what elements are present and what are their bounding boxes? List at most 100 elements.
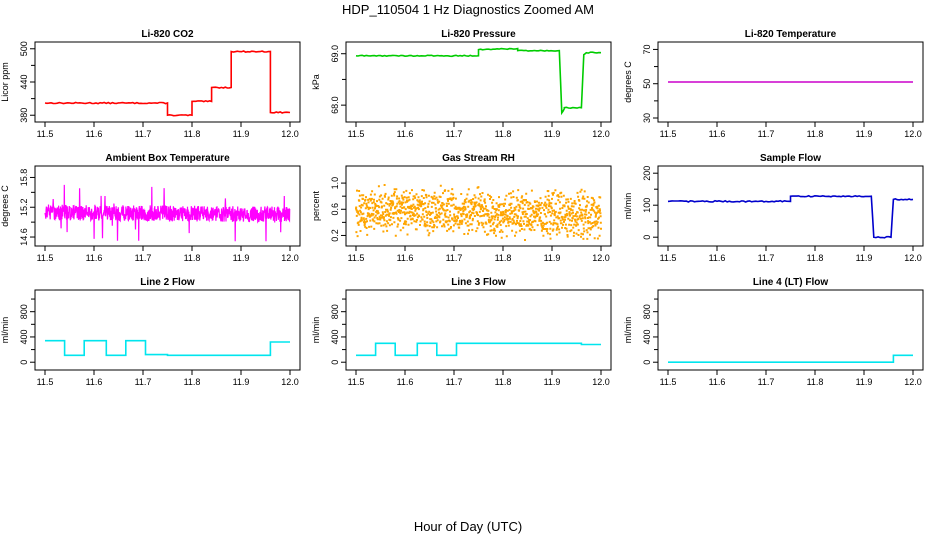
panel-3: Li-820 Temperature degrees C 11.5 11.6 11.7 1… (623, 29, 924, 139)
y-tick-label: 440 (19, 74, 29, 89)
x-tick-label: 11.8 (495, 253, 512, 263)
panel-title: Line 4 (LT) Flow (753, 277, 829, 288)
x-tick-label: 11.7 (446, 253, 463, 263)
y-tick-label: 800 (642, 304, 652, 319)
y-tick-label: 400 (642, 329, 652, 344)
panel-title: Line 2 Flow (140, 277, 195, 288)
panel-title: Line 3 Flow (451, 277, 506, 288)
y-tick-label: 380 (19, 108, 29, 123)
x-tick-label: 11.6 (709, 377, 726, 387)
x-tick-label: 11.5 (37, 129, 54, 139)
y-axis-label: degrees C (623, 61, 633, 103)
plot-frame (34, 289, 301, 371)
series-line (356, 342, 601, 357)
panel-title: Li-820 Temperature (745, 29, 837, 40)
plot-frame (345, 41, 612, 123)
x-tick-label: 11.8 (495, 377, 512, 387)
plot-frame (657, 165, 924, 247)
panel-title: Ambient Box Temperature (105, 153, 230, 164)
x-tick-label: 11.8 (184, 377, 201, 387)
x-tick-label: 11.9 (544, 129, 561, 139)
x-tick-label: 11.6 (86, 377, 103, 387)
x-tick-label: 11.7 (446, 129, 463, 139)
x-tick-label: 11.5 (660, 129, 677, 139)
series-points (355, 184, 602, 241)
y-tick-label: 69.0 (330, 45, 340, 63)
x-tick-label: 11.8 (184, 253, 201, 263)
x-tick-label: 11.8 (495, 129, 512, 139)
panel-title: Gas Stream RH (442, 153, 515, 164)
y-tick-label: 15.2 (19, 198, 29, 216)
x-tick-label: 11.6 (397, 129, 414, 139)
x-tick-label: 11.6 (397, 377, 414, 387)
series-line (44, 184, 291, 242)
x-tick-label: 11.6 (86, 253, 103, 263)
x-tick-label: 11.7 (446, 377, 463, 387)
panel-title: Sample Flow (760, 153, 821, 164)
x-tick-label: 11.6 (397, 253, 414, 263)
y-axis-label: ml/min (623, 317, 633, 344)
x-tick-label: 11.8 (807, 129, 824, 139)
x-tick-label: 11.7 (135, 129, 152, 139)
x-tick-label: 11.6 (709, 253, 726, 263)
y-axis-label: Licor ppm (0, 62, 10, 102)
x-tick-label: 11.6 (709, 129, 726, 139)
y-axis-label: ml/min (0, 317, 10, 344)
series-line (355, 47, 602, 116)
y-tick-label: 50 (642, 79, 652, 89)
x-tick-label: 11.7 (135, 253, 152, 263)
panel-2: Li-820 Pressure kPa 11.5 11.6 11.7 11.8 11.9 12… (311, 29, 612, 139)
x-tick-label: 11.9 (233, 377, 250, 387)
x-tick-label: 11.5 (37, 253, 54, 263)
series-line (45, 339, 290, 357)
x-tick-label: 11.5 (660, 377, 677, 387)
x-tick-label: 11.7 (758, 377, 775, 387)
y-tick-label: 0 (330, 360, 340, 365)
x-tick-label: 11.5 (348, 377, 365, 387)
y-tick-label: 800 (19, 304, 29, 319)
x-tick-label: 11.8 (184, 129, 201, 139)
panel-1: Li-820 CO2 Licor ppm 11.5 11.6 11.7 11.8 11.9 1… (0, 29, 301, 139)
panel-title: Li-820 Pressure (441, 29, 516, 40)
x-tick-label: 11.9 (856, 253, 873, 263)
y-axis-label: ml/min (311, 317, 321, 344)
x-tick-label: 12.0 (592, 377, 610, 387)
panel-title: Li-820 CO2 (141, 29, 194, 40)
y-tick-label: 0 (642, 360, 652, 365)
x-tick-label: 11.5 (348, 129, 365, 139)
y-tick-label: 800 (330, 304, 340, 319)
y-axis-label: kPa (311, 74, 321, 90)
figure-title: HDP_110504 1 Hz Diagnostics Zoomed AM (342, 2, 594, 17)
y-tick-label: 68.0 (330, 96, 340, 114)
x-tick-label: 12.0 (281, 377, 299, 387)
x-tick-label: 11.9 (233, 129, 250, 139)
chart-panels: Li-820 CO2 Licor ppm 11.5 11.6 11.7 11.8 11.9 1… (0, 29, 924, 387)
x-tick-label: 11.6 (86, 129, 103, 139)
y-tick-label: 100 (642, 198, 652, 213)
x-tick-label: 12.0 (592, 129, 610, 139)
y-axis-label: percent (311, 190, 321, 221)
plot-frame (345, 165, 612, 247)
plot-frame (345, 289, 612, 371)
x-tick-label: 11.9 (544, 253, 561, 263)
y-tick-label: 0.2 (330, 229, 340, 242)
x-tick-label: 11.7 (758, 253, 775, 263)
x-tick-label: 11.7 (758, 129, 775, 139)
x-tick-label: 12.0 (904, 377, 922, 387)
panel-6: Sample Flow ml/min 11.5 11.6 11.7 11.8 11.9 12.… (623, 153, 924, 263)
y-tick-label: 0.6 (330, 203, 340, 216)
y-tick-label: 70 (642, 44, 652, 54)
x-tick-label: 12.0 (281, 253, 299, 263)
y-axis-label: ml/min (623, 193, 633, 220)
y-tick-label: 15.8 (19, 169, 29, 187)
y-axis-label: degrees C (0, 185, 10, 227)
x-tick-label: 11.8 (807, 377, 824, 387)
x-tick-label: 12.0 (904, 129, 922, 139)
x-tick-label: 12.0 (592, 253, 610, 263)
panel-5: Gas Stream RH percent 11.5 11.6 11.7 11.8 11.9… (311, 153, 612, 263)
panel-4: Ambient Box Temperature degrees C 11.5 11.6… (0, 153, 301, 263)
plot-frame (657, 289, 924, 371)
figure-xlabel: Hour of Day (UTC) (414, 519, 522, 534)
x-tick-label: 11.9 (233, 253, 250, 263)
x-tick-label: 11.9 (544, 377, 561, 387)
